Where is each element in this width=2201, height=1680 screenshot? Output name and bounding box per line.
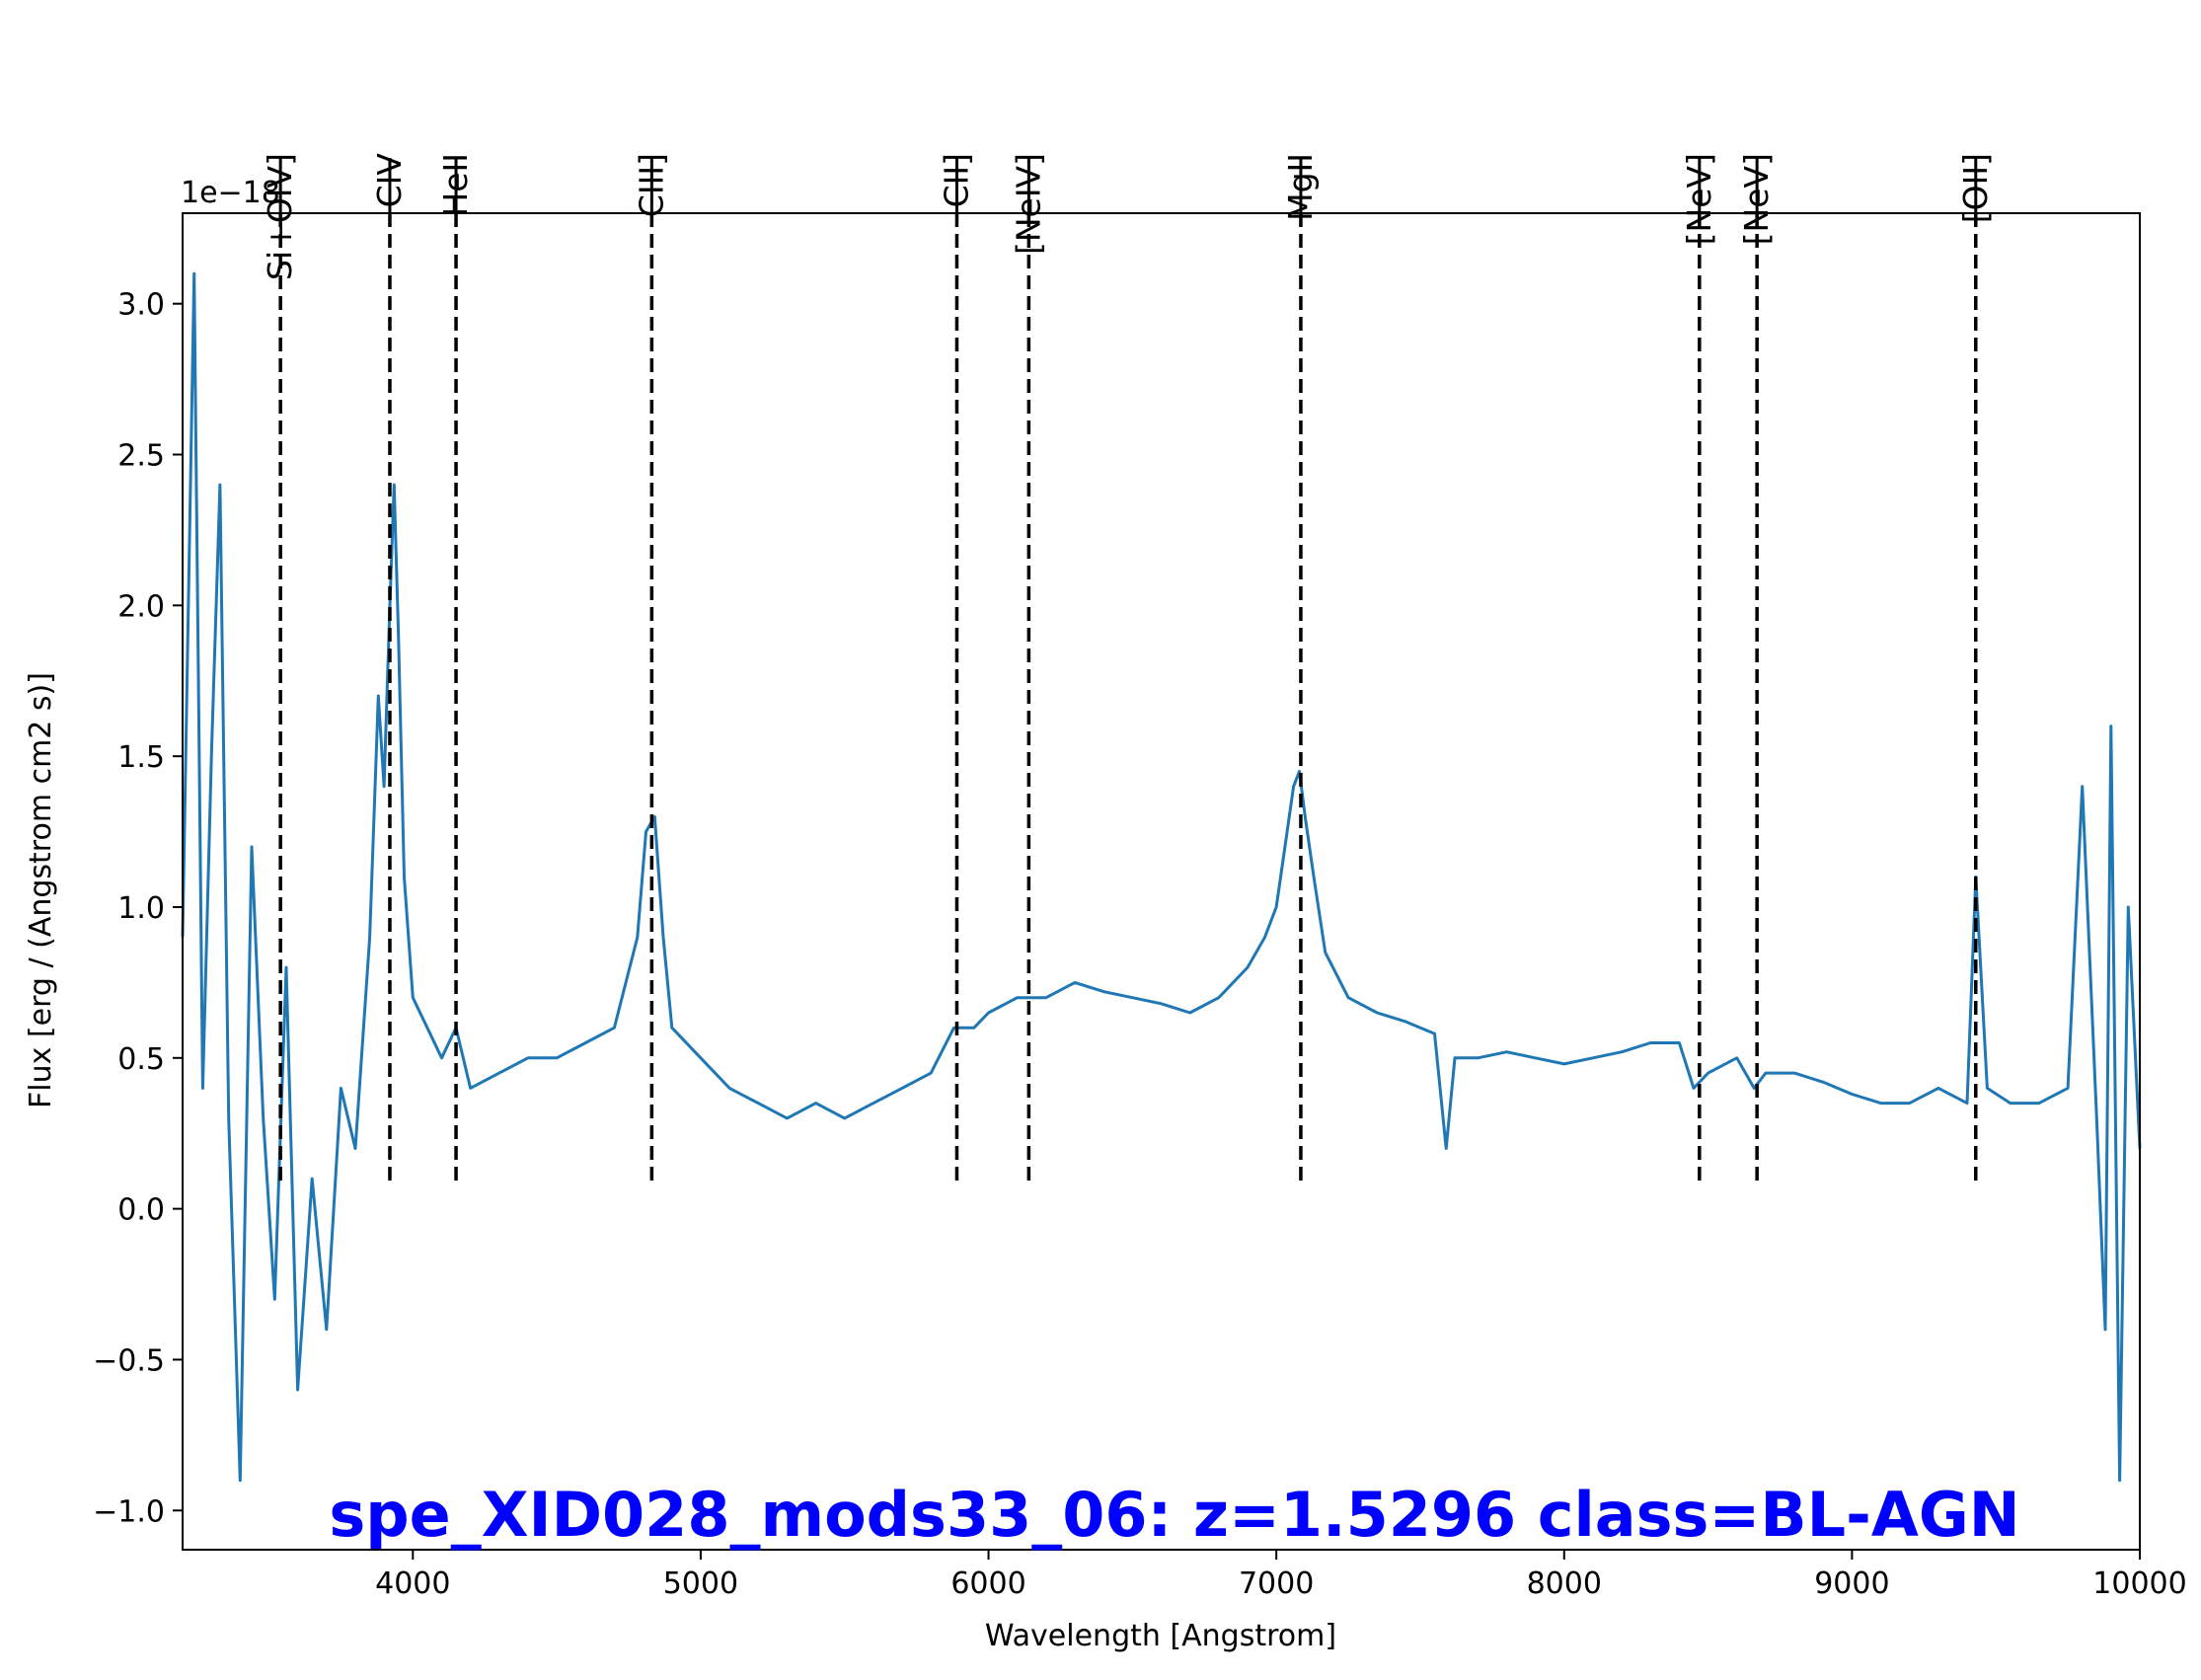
- emission-line-marker: [NeV]: [1737, 153, 1776, 1184]
- y-tick-label: 0.0: [117, 1193, 165, 1228]
- x-tick-label: 6000: [950, 1566, 1025, 1601]
- chart-title: spe_XID028_mods33_06: z=1.5296 class=BL-…: [329, 1479, 2019, 1551]
- emission-lines-layer: Si+OIV] CIV HeII CIII] CII] [NeIV] MgII [NeV] [N…: [261, 153, 1995, 1184]
- emission-line-marker: CIII]: [632, 153, 670, 1184]
- emission-line-label: Si+OIV]: [261, 153, 299, 280]
- y-offset-label: 1e−18: [181, 176, 280, 210]
- emission-line-label: [OII]: [1956, 153, 1995, 223]
- emission-line-marker: [NeV]: [1680, 153, 1718, 1184]
- x-tick-label: 9000: [1814, 1566, 1889, 1601]
- x-tick-label: 4000: [375, 1566, 450, 1601]
- x-tick-label: 10000: [2092, 1566, 2186, 1601]
- series-layer: [181, 271, 2142, 1483]
- emission-line-marker: [NeIV]: [1009, 153, 1047, 1184]
- y-tick-label: 3.0: [117, 288, 165, 323]
- emission-line-label: CIII]: [632, 153, 670, 217]
- emission-line-marker: Si+OIV]: [261, 153, 299, 1184]
- emission-line-label: [NeV]: [1680, 153, 1718, 245]
- emission-line-marker: MgII: [1281, 153, 1320, 1184]
- emission-line-marker: HeII: [436, 153, 475, 1184]
- x-tick-label: 5000: [663, 1566, 738, 1601]
- y-axis-label: Flux [erg / (Angstrom cm2 s)]: [24, 672, 58, 1108]
- emission-line-marker: CIV: [370, 153, 409, 1184]
- emission-line-label: [NeV]: [1737, 153, 1776, 245]
- emission-line-label: CIV: [370, 153, 409, 208]
- emission-line-marker: CII]: [937, 153, 975, 1184]
- flux-series-line: [181, 271, 2142, 1483]
- x-tick-label: 8000: [1527, 1566, 1602, 1601]
- emission-line-marker: [OII]: [1956, 153, 1995, 1184]
- x-tick-label: 7000: [1239, 1566, 1314, 1601]
- emission-line-label: CII]: [937, 153, 975, 207]
- y-tick-label: 2.5: [117, 439, 165, 474]
- y-tick-label: 1.0: [117, 891, 165, 926]
- emission-line-label: HeII: [436, 153, 475, 217]
- y-tick-label: −1.0: [93, 1494, 165, 1529]
- y-tick-label: −0.5: [93, 1343, 165, 1378]
- emission-line-label: MgII: [1281, 153, 1320, 221]
- x-axis-label: Wavelength [Angstrom]: [985, 1619, 1336, 1653]
- y-tick-label: 2.0: [117, 589, 165, 624]
- y-tick-label: 0.5: [117, 1042, 165, 1077]
- x-axis-ticks: 4000 5000 6000 7000 8000 9000 10000: [375, 1550, 2187, 1601]
- y-axis-ticks: −1.0 −0.5 0.0 0.5 1.0 1.5 2.0 2.5 3.0: [93, 288, 183, 1529]
- y-tick-label: 1.5: [117, 740, 165, 775]
- plot-frame: [182, 212, 2141, 1551]
- emission-line-label: [NeIV]: [1009, 153, 1047, 255]
